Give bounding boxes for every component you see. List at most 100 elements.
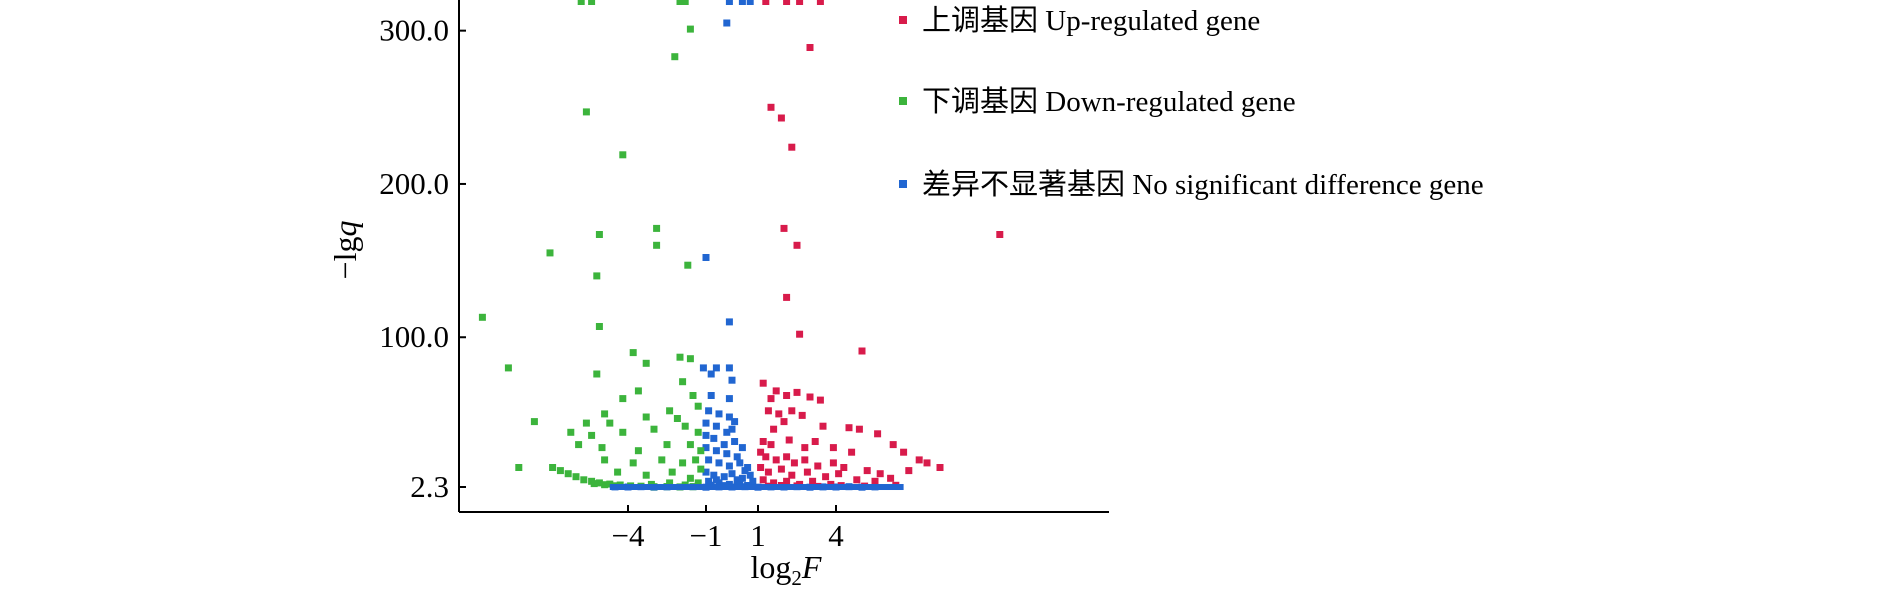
data-point-up [783, 293, 791, 301]
data-point-down [629, 349, 637, 357]
y-tick-label: 200.0 [379, 166, 449, 201]
legend-marker-ns [899, 180, 907, 188]
data-point-up [793, 388, 801, 396]
data-point-ns [738, 0, 746, 5]
data-point-down [679, 378, 687, 386]
data-point-ns [725, 0, 733, 5]
data-point-up [806, 44, 814, 51]
data-point-up [806, 393, 814, 401]
legend-label-ns: 差异不显著基因 No significant difference gene [922, 168, 1484, 201]
legend-marker-down [899, 97, 907, 105]
data-point-ns [728, 425, 736, 433]
data-point-down [666, 407, 674, 415]
data-point-down [564, 470, 572, 478]
data-point-up [915, 456, 923, 464]
data-point-ns [723, 428, 731, 436]
data-point-up [848, 448, 856, 456]
data-point-ns [725, 395, 733, 403]
data-point-down [666, 479, 674, 487]
data-point-up [783, 453, 791, 461]
y-axis-label-text: −lg [327, 237, 363, 280]
data-point-up [796, 330, 804, 338]
y-tick-label: 300.0 [379, 13, 449, 48]
data-point-down [567, 428, 575, 436]
data-point-ns [731, 418, 739, 426]
data-point-up [759, 438, 767, 445]
data-point-ns [715, 410, 723, 418]
data-points-layer [478, 0, 1004, 491]
data-point-up [923, 459, 931, 467]
data-point-down [686, 474, 694, 482]
data-point-ns [715, 459, 723, 467]
data-point-up [788, 471, 796, 479]
data-point-down [692, 456, 700, 464]
data-point-down [668, 468, 676, 476]
data-point-ns [705, 456, 713, 464]
data-point-up [801, 456, 809, 464]
data-point-ns [731, 438, 739, 445]
data-point-up [829, 459, 837, 467]
data-point-up [788, 407, 796, 415]
data-point-up [822, 473, 830, 481]
data-point-up [887, 474, 895, 482]
legend-marker-up [899, 16, 907, 24]
data-point-down [686, 441, 694, 449]
data-point-down [679, 459, 687, 467]
data-point-up [775, 410, 783, 418]
data-point-up [785, 436, 793, 444]
data-point-up [798, 411, 806, 419]
data-point-up [905, 467, 913, 475]
data-point-ns [699, 364, 707, 372]
data-point-ns [749, 477, 757, 485]
data-point-down [530, 418, 538, 426]
data-point-ns [707, 370, 715, 378]
data-point-down [686, 25, 694, 33]
data-point-up [863, 467, 871, 475]
data-point-up [783, 392, 791, 399]
data-point-up [783, 0, 791, 5]
data-point-ns [746, 0, 754, 5]
data-point-up [801, 444, 809, 452]
data-point-up [757, 464, 765, 471]
data-point-ns [723, 450, 731, 458]
data-point-up [793, 241, 801, 249]
data-point-down [694, 428, 702, 436]
y-tick-label: 100.0 [379, 319, 449, 354]
data-point-ns [723, 19, 731, 27]
data-point-up [764, 468, 772, 476]
data-point-down [593, 370, 601, 378]
data-point-down [650, 425, 658, 433]
data-point-down [590, 480, 598, 488]
data-point-down [478, 313, 486, 321]
data-point-up [772, 456, 780, 464]
x-tick-label: 4 [828, 518, 844, 553]
data-point-down [681, 422, 689, 430]
x-axis-ticks: −4 −1 1 4 [612, 505, 844, 553]
data-point-ns [738, 444, 746, 452]
data-point-up [777, 465, 785, 473]
data-point-down [642, 359, 650, 367]
legend-item-ns: 差异不显著基因 No significant difference gene [899, 168, 1484, 201]
data-point-up [816, 0, 824, 5]
data-point-down [686, 355, 694, 363]
data-point-ns [741, 467, 749, 475]
data-point-down [504, 364, 512, 372]
data-point-ns [710, 434, 718, 442]
data-point-down [694, 479, 702, 487]
data-point-up [876, 470, 884, 478]
data-point-down [549, 464, 557, 471]
data-point-down [694, 402, 702, 410]
data-point-ns [702, 419, 710, 427]
data-point-down [684, 261, 692, 269]
data-point-up [767, 395, 775, 403]
data-point-up [816, 396, 824, 404]
data-point-down [663, 441, 671, 449]
data-point-up [853, 476, 861, 484]
data-point-ns [710, 471, 718, 479]
data-point-ns [733, 453, 741, 461]
data-point-ns [702, 444, 710, 452]
data-point-ns [738, 474, 746, 482]
data-point-up [996, 231, 1004, 238]
data-point-down [676, 353, 684, 361]
data-point-down [689, 392, 697, 399]
